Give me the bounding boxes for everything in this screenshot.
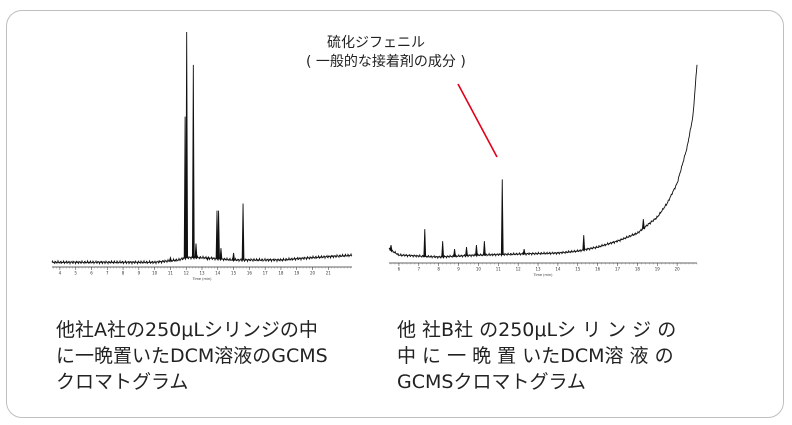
tick-label: 12 bbox=[184, 271, 190, 276]
tick-label: 13 bbox=[199, 271, 205, 276]
tick-label: 11 bbox=[168, 271, 174, 276]
peak bbox=[441, 241, 445, 258]
peak bbox=[205, 257, 210, 262]
tick-label: 16 bbox=[247, 271, 253, 276]
peak bbox=[522, 248, 526, 255]
tick-label: 19 bbox=[655, 267, 661, 272]
tick-label: 16 bbox=[595, 267, 601, 272]
tick-label: 17 bbox=[615, 267, 621, 272]
annotation-group: 硫化ジフェニル ( 一般的な接着剤の成分 ) bbox=[306, 35, 498, 158]
tick-label: 9 bbox=[138, 271, 141, 276]
tick-label: 20 bbox=[310, 271, 316, 276]
tick-label: 9 bbox=[457, 267, 460, 272]
tick-label: 17 bbox=[263, 271, 269, 276]
peak bbox=[168, 255, 172, 262]
annotation-line-2: ( 一般的な接着剤の成分 ) bbox=[306, 53, 466, 70]
peak bbox=[453, 249, 456, 257]
tick-label: 6 bbox=[90, 271, 93, 276]
peak bbox=[219, 248, 223, 260]
content-card bbox=[6, 10, 784, 418]
tick-label: 15 bbox=[575, 267, 581, 272]
peak bbox=[241, 203, 245, 261]
tick-label: 14 bbox=[555, 267, 561, 272]
peak bbox=[185, 31, 189, 259]
annotation-line-1: 硫化ジフェニル bbox=[327, 35, 425, 51]
tick-label: 18 bbox=[635, 267, 641, 272]
peak bbox=[641, 219, 645, 229]
tick-label: 11 bbox=[496, 267, 502, 272]
tick-label: 6 bbox=[398, 267, 401, 272]
tick-label: 18 bbox=[278, 271, 284, 276]
x-axis-title: Time (min) bbox=[191, 277, 212, 281]
tick-label: 21 bbox=[326, 271, 332, 276]
tick-label: 10 bbox=[152, 271, 158, 276]
tick-label: 8 bbox=[437, 267, 440, 272]
tick-label: 10 bbox=[476, 267, 482, 272]
caption-b: 他 社B社 の250μLシ リ ン ジ の 中 に 一 晩 置 いたDCM溶 液… bbox=[397, 319, 677, 393]
annotation-line bbox=[457, 83, 498, 158]
peak bbox=[232, 252, 235, 261]
peak bbox=[194, 243, 198, 259]
chromatogram-a: 4 5 6 7 8 9 10 11 12 13 14 15 16 17 18 19 20 21 Time (min) bbox=[51, 31, 353, 281]
baseline-trace bbox=[388, 64, 698, 260]
tick-label: 20 bbox=[675, 267, 681, 272]
peak bbox=[215, 210, 219, 260]
peak bbox=[389, 245, 393, 251]
peak bbox=[500, 179, 504, 255]
tick-label: 13 bbox=[535, 267, 541, 272]
baseline-trace bbox=[51, 252, 353, 266]
peak bbox=[217, 210, 220, 260]
tick-label: 19 bbox=[294, 271, 300, 276]
peak bbox=[191, 64, 195, 259]
peak bbox=[475, 245, 478, 256]
tick-label: 14 bbox=[215, 271, 221, 276]
chromatogram-b: 6 7 8 9 10 11 12 13 14 15 16 17 18 19 20 Time (min) bbox=[388, 64, 698, 277]
tick-label: 8 bbox=[122, 271, 125, 276]
tick-label: 4 bbox=[59, 271, 62, 276]
tick-label: 7 bbox=[418, 267, 421, 272]
x-axis-title: Time (min) bbox=[532, 273, 553, 277]
peak bbox=[582, 235, 586, 251]
peak bbox=[423, 229, 427, 257]
tick-label: 7 bbox=[106, 271, 109, 276]
tick-label: 15 bbox=[231, 271, 237, 276]
tick-label: 12 bbox=[516, 267, 522, 272]
caption-a: 他社A社の250μLシリンジの中 に一晩置いたDCM溶液のGCMS クロマトグラ… bbox=[56, 319, 328, 393]
tick-label: 5 bbox=[74, 271, 77, 276]
peak bbox=[482, 241, 486, 256]
peak bbox=[465, 247, 468, 257]
